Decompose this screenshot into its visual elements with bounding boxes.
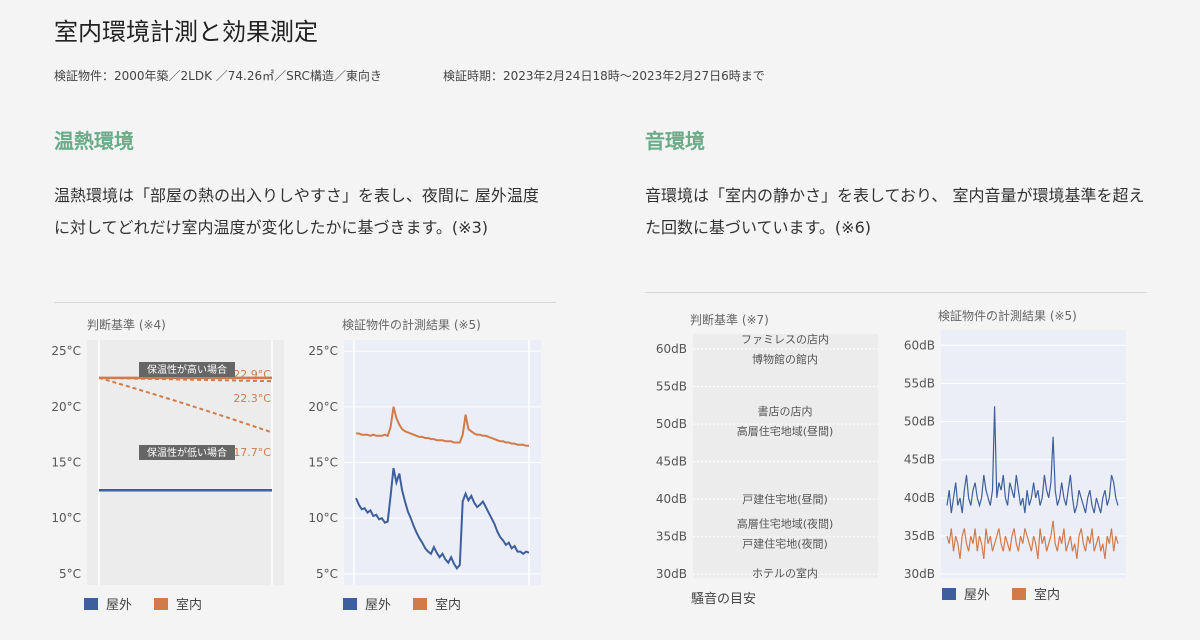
sound-judge-ytick-label: 45dB	[656, 455, 687, 469]
sound-measured-indoor-line	[946, 520, 1119, 559]
thermal-judge-plot-area	[87, 340, 284, 585]
sound-measured-ytick-label: 60dB	[904, 338, 935, 352]
sound-judge-plot-area	[693, 334, 878, 578]
thermal-judge-ytick-label: 15°C	[51, 456, 81, 470]
legend-label-indoor: 室内	[1034, 588, 1061, 603]
thermal-measured-ytick-label: 20°C	[308, 400, 338, 414]
legend-label-outdoor: 屋外	[106, 598, 133, 613]
thermal-judge-ytick-label: 25°C	[51, 344, 81, 358]
legend-label-outdoor: 屋外	[964, 588, 991, 603]
legend-swatch-indoor	[1012, 587, 1027, 600]
sound-measured-ytick-label: 35dB	[904, 529, 935, 543]
sound-judge-ytick-label: 30dB	[656, 567, 687, 581]
sound-judge-title: 判断基準 (※7)	[690, 313, 769, 327]
thermal-judge-high-label: 保温性が高い場合	[147, 363, 227, 376]
period-info: 検証時期：2023年2月24日18時〜2023年2月27日6時まで	[443, 69, 765, 83]
thermal-judge-low-label: 保温性が低い場合	[147, 446, 227, 459]
legend-swatch-outdoor	[942, 587, 956, 600]
thermal-judge-high-value: 22.9°C	[233, 368, 271, 381]
page-title: 室内環境計測と効果測定	[54, 18, 318, 46]
sound-judge-level-label: 書店の店内	[758, 404, 813, 418]
legend-label-indoor: 室内	[176, 598, 203, 613]
thermal-measured-ytick-label: 10°C	[308, 511, 338, 525]
legend-swatch-indoor	[413, 597, 428, 610]
sound-section-desc: 音環境は「室内の静かさ」を表しており、 室内音量が環境基準を超えた回数に基づいて…	[645, 186, 1145, 237]
thermal-judge-ytick-label: 10°C	[51, 511, 81, 525]
thermal-judge-legend: 屋外 室内	[84, 594, 224, 613]
sound-divider	[645, 292, 1147, 293]
sound-judge-ytick-label: 55dB	[656, 380, 687, 394]
sound-measured-title: 検証物件の計測結果 (※5)	[938, 309, 1077, 323]
thermal-judge-high-badge	[139, 362, 235, 377]
legend-label-outdoor: 屋外	[365, 598, 392, 613]
sound-measured-legend: 屋外 室内	[942, 584, 1082, 603]
thermal-judge-ytick-label: 5°C	[59, 567, 81, 581]
legend-item-indoor: 室内	[1012, 584, 1060, 603]
sound-judge-ytick-label: 60dB	[656, 342, 687, 356]
thermal-section-title: 温熱環境	[54, 129, 134, 153]
legend-label-indoor: 室内	[435, 598, 462, 613]
sound-judge-level-label: ファミレスの店内	[741, 332, 829, 346]
sound-judge-ytick-label: 35dB	[656, 530, 687, 544]
sound-measured-ytick-label: 55dB	[904, 376, 935, 390]
sound-judge-level-label: 戸建住宅地(夜間)	[742, 537, 828, 551]
thermal-measured-legend: 屋外 室内	[343, 594, 483, 613]
property-info: 検証物件：2000年築／2LDK ／74.26㎡／SRC構造／東向き	[54, 69, 382, 83]
sound-measured-outdoor-line	[946, 406, 1119, 514]
sound-judge-ytick-label: 40dB	[656, 492, 687, 506]
sound-measured-ytick-label: 45dB	[904, 453, 935, 467]
thermal-judge-ytick-label: 20°C	[51, 400, 81, 414]
sound-judge-ytick-label: 50dB	[656, 417, 687, 431]
sound-footer-label: 騒音の目安	[691, 592, 757, 607]
legend-swatch-indoor	[154, 597, 169, 610]
sound-judge-level-label: 高層住宅地域(夜間)	[737, 517, 834, 531]
sound-judge-level-label: 高層住宅地域(昼間)	[737, 424, 834, 438]
thermal-judge-mid-value: 22.3°C	[233, 392, 271, 405]
sound-measured-ytick-label: 40dB	[904, 491, 935, 505]
thermal-judge-title: 判断基準 (※4)	[87, 318, 166, 332]
sound-judge-level-label: ホテルの室内	[752, 566, 818, 580]
sound-measured-ytick-label: 30dB	[904, 567, 935, 581]
legend-swatch-outdoor	[84, 597, 98, 610]
legend-item-outdoor: 屋外	[942, 584, 990, 603]
thermal-judge-low-value: 17.7°C	[233, 446, 271, 459]
legend-item-outdoor: 屋外	[84, 594, 132, 613]
thermal-divider	[54, 302, 556, 303]
legend-item-indoor: 室内	[154, 594, 202, 613]
sound-judge-level-label: 戸建住宅地(昼間)	[742, 492, 828, 506]
thermal-measured-ytick-label: 5°C	[316, 567, 338, 581]
thermal-measured-title: 検証物件の計測結果 (※5)	[342, 318, 481, 332]
thermal-judge-indoor-mid-line	[98, 376, 273, 383]
thermal-measured-ytick-label: 25°C	[308, 344, 338, 358]
legend-item-outdoor: 屋外	[343, 594, 391, 613]
sound-measured-ytick-label: 50dB	[904, 415, 935, 429]
legend-swatch-outdoor	[343, 597, 357, 610]
thermal-judge-indoor-low-line	[98, 376, 273, 434]
thermal-measured-indoor-line	[356, 406, 529, 447]
thermal-measured-outdoor-line	[355, 467, 530, 570]
thermal-measured-ytick-label: 15°C	[308, 456, 338, 470]
thermal-judge-low-badge	[139, 445, 235, 460]
sound-section-title: 音環境	[645, 129, 705, 153]
sound-judge-level-label: 博物館の館内	[752, 352, 818, 366]
legend-item-indoor: 室内	[413, 594, 461, 613]
thermal-section-desc: 温熱環境は「部屋の熱の出入りしやすさ」を表し、夜間に 屋外温度に対してどれだけ室…	[54, 186, 539, 237]
